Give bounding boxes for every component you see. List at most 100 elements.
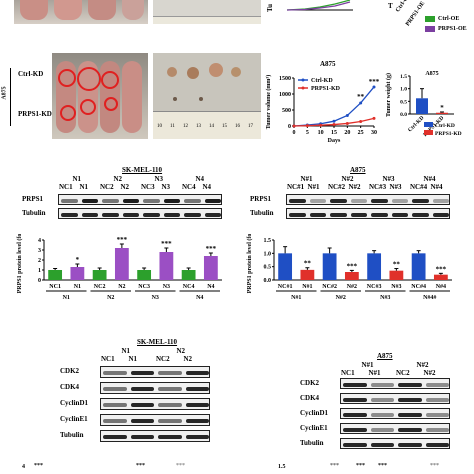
tick-label-ctrl-oe: Ctrl-OE	[395, 0, 413, 14]
x-tick-label: NC#1	[278, 284, 293, 290]
chart-title: A875	[425, 71, 438, 77]
blot-lane-label: NC1	[59, 183, 73, 191]
x-tick-label: NC4	[183, 284, 195, 290]
blot-band	[185, 387, 209, 391]
bar	[92, 270, 107, 280]
prps1-level-a875-chart: 0.0 0.5 1.0 1.5 PRPS1 protein level (fold) NC…	[246, 234, 452, 301]
oe-growth-fragment	[286, 0, 353, 11]
blot-group-label: N#2	[416, 361, 429, 369]
legend-swatch	[424, 130, 433, 135]
x-tick-label: Ctrl-KD	[407, 115, 425, 133]
blot-lane-label: NC#4	[410, 183, 428, 191]
blot-membrane	[286, 208, 450, 219]
bar	[367, 253, 382, 280]
group-label: N1	[63, 295, 70, 301]
blot-band	[370, 382, 394, 387]
x-tick-label: 15	[331, 130, 337, 136]
x-tick-label: 30	[371, 130, 377, 136]
blot-band	[309, 212, 326, 217]
blot-band	[350, 212, 367, 217]
bar	[159, 252, 174, 280]
data-point	[332, 123, 336, 127]
blot-band	[103, 371, 127, 375]
blot-row-label-tubulin: Tubulin	[300, 439, 324, 447]
data-point	[292, 124, 296, 128]
blot-band	[370, 397, 394, 402]
x-tick-label: NC2	[94, 284, 106, 290]
blot-band	[425, 442, 449, 447]
blot-band	[371, 212, 388, 217]
legend-marker	[301, 78, 305, 82]
blot-band	[185, 435, 209, 439]
blot-title: A875	[350, 166, 366, 174]
blot-membrane	[340, 423, 450, 434]
row-label-ctrl-kd: Ctrl-KD	[18, 70, 44, 78]
significance-stars: **	[357, 93, 365, 101]
data-point	[319, 123, 323, 127]
ruler-number: 10	[157, 124, 162, 129]
blot-membrane	[340, 438, 450, 449]
a875-cell-line-label: A875	[1, 86, 8, 100]
blot-band	[184, 212, 201, 217]
blot-lane-label: NC#2	[328, 183, 346, 191]
bar	[433, 274, 448, 280]
bar	[344, 272, 359, 280]
mouse-photo-a875	[52, 53, 148, 139]
blot-band	[370, 412, 394, 417]
y-tick-label: 1500	[279, 76, 291, 82]
blot-lane-label: NC#1	[287, 183, 305, 191]
blot-band	[163, 198, 180, 203]
bottom-left-tick: 4	[22, 464, 25, 470]
y-tick-label: 1.5	[400, 74, 407, 80]
blot-group-label: N#3	[382, 175, 395, 183]
blot-title: A875	[377, 352, 393, 360]
blot-band	[370, 442, 394, 447]
blot-band	[61, 212, 78, 217]
blot-membrane	[340, 393, 450, 404]
significance-stars: ***	[206, 245, 217, 253]
tumor-circle	[101, 71, 119, 89]
x-tick-label: 20	[344, 130, 350, 136]
blot-membrane	[286, 194, 450, 205]
group-label: N4	[196, 295, 203, 301]
x-tick-label: N#3	[391, 284, 401, 290]
data-point	[332, 119, 336, 123]
blot-band	[143, 198, 160, 203]
blot-band	[81, 212, 98, 217]
blot-row-label-prps1: PRPS1	[250, 195, 271, 203]
blot-band	[391, 198, 408, 203]
row-label-prps1-kd: PRPS1-KD	[18, 110, 52, 118]
y-tick-label: 3	[38, 248, 41, 254]
bar	[322, 253, 337, 280]
significance-stars: ***	[117, 236, 128, 244]
x-tick-label: N3	[163, 284, 170, 290]
axis-fragment-right: T	[388, 2, 393, 10]
bottom-right-tick: 1.5	[278, 464, 286, 470]
ruler-number: 11	[170, 124, 175, 129]
blot-group-label: N#2	[341, 175, 354, 183]
blot-row-label-cdk4: CDK4	[300, 394, 320, 402]
tumor-circle	[80, 99, 96, 115]
blot-band	[158, 419, 182, 423]
blot-lane-label: N#3	[389, 183, 402, 191]
legend-label-prps1-oe: PRPS1-OE	[438, 26, 467, 32]
blot-group-label: N2	[113, 175, 123, 183]
x-tick-label: N2	[118, 284, 125, 290]
y-tick-label: 1	[38, 268, 41, 274]
mouse-photo-oe	[14, 0, 148, 24]
blot-band	[185, 371, 209, 375]
blot-row-label-cycline1: CyclinE1	[300, 424, 328, 432]
blot-band	[425, 397, 449, 402]
y-tick-label: 0.5	[264, 265, 272, 271]
blot-membrane	[58, 194, 222, 205]
y-tick-label: 0.0	[400, 112, 407, 118]
blot-band	[391, 212, 408, 217]
blot-lane-label: NC3	[141, 183, 155, 191]
ruler-number: 14	[209, 124, 214, 129]
blot-title: SK-MEL-110	[137, 338, 178, 346]
growth-chart-title: A875	[320, 60, 336, 68]
group-label: N2	[107, 295, 114, 301]
blot-band	[130, 435, 154, 439]
blot-band	[61, 198, 78, 203]
legend-oe: Ctrl-OE PRPS1-OE	[425, 14, 467, 34]
